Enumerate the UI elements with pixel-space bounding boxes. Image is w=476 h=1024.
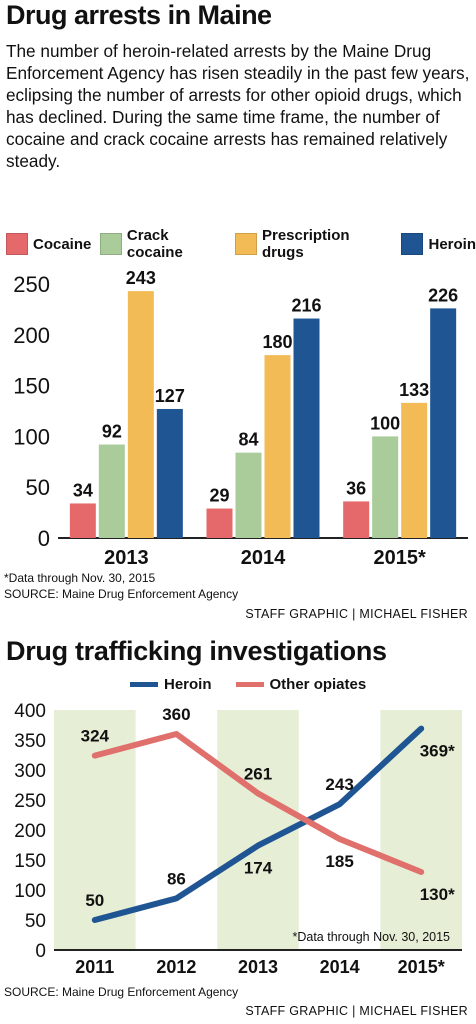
- bar-value-label: 180: [262, 332, 292, 352]
- y-tick-label: 100: [13, 424, 50, 449]
- legend-item-crack-cocaine: Crack cocaine: [100, 227, 226, 261]
- y-tick-label: 100: [14, 881, 46, 902]
- legend-swatch-prescription-drugs: [235, 233, 257, 255]
- bar-chart-title: Drug arrests in Maine: [6, 0, 272, 30]
- bar-cocaine-2013: [69, 503, 96, 538]
- data-label-other-opiates: 185: [325, 852, 353, 871]
- x-tick-label: 2011: [75, 957, 114, 977]
- bar-chart-note: *Data through Nov. 30, 2015: [4, 571, 156, 585]
- data-label-heroin: 174: [244, 859, 273, 878]
- bar-value-label: 127: [155, 386, 185, 406]
- legend-line-heroin: [130, 682, 158, 687]
- bar-cocaine-2015: [343, 501, 370, 538]
- line-chart: 0 50 100 150 200 250 300 350 400 *Data through No…: [14, 701, 462, 977]
- legend-item-prescription-drugs: Prescription drugs: [235, 227, 392, 261]
- y-tick-label: 300: [14, 761, 46, 782]
- x-tick-label: 2015*: [398, 957, 445, 977]
- legend-swatch-cocaine: [6, 233, 28, 255]
- bar-value-label: 133: [399, 380, 429, 400]
- legend-label-heroin: Heroin: [428, 235, 476, 253]
- legend-label-other-opiates: Other opiates: [269, 676, 367, 693]
- y-tick-label: 150: [13, 374, 50, 399]
- bar-value-label: 84: [238, 430, 258, 450]
- line-chart-credit: STAFF GRAPHIC | MICHAEL FISHER: [245, 1004, 468, 1018]
- bar-prescription-drugs-2015: [401, 402, 428, 538]
- bar-value-label: 243: [126, 268, 156, 288]
- bar-value-label: 34: [73, 480, 93, 500]
- data-label-other-opiates: 324: [81, 727, 110, 746]
- y-tick-label: 200: [13, 323, 50, 348]
- legend-line-other-opiates: [235, 682, 264, 687]
- line-chart-title: Drug trafficking investigations: [6, 636, 387, 666]
- bar-cocaine-2014: [206, 508, 233, 538]
- x-tick-label: 2013: [104, 547, 149, 569]
- y-tick-label: 400: [14, 701, 46, 722]
- legend-item-heroin: Heroin: [401, 233, 476, 255]
- y-tick-label: 250: [14, 791, 46, 812]
- data-label-heroin: 50: [85, 891, 104, 910]
- y-tick-label: 0: [38, 526, 50, 551]
- legend-label-heroin-line: Heroin: [164, 676, 212, 693]
- bar-value-label: 216: [291, 296, 321, 316]
- line-chart-note: *Data through Nov. 30, 2015: [292, 930, 450, 944]
- y-tick-label: 200: [14, 821, 46, 842]
- y-tick-label: 0: [35, 941, 46, 962]
- bar-value-label: 226: [428, 285, 458, 305]
- bar-value-label: 100: [370, 413, 400, 433]
- bar-chart-credit: STAFF GRAPHIC | MICHAEL FISHER: [245, 607, 468, 621]
- bar-heroin-2014: [293, 318, 320, 538]
- x-tick-label: 2012: [156, 957, 196, 977]
- y-tick-label: 350: [14, 731, 46, 752]
- bar-heroin-2015: [430, 308, 457, 538]
- y-tick-label: 50: [26, 475, 50, 500]
- bar-chart-source: SOURCE: Maine Drug Enforcement Agency: [4, 587, 239, 601]
- legend-label-cocaine: Cocaine: [33, 235, 92, 253]
- heroin-line: [91, 725, 425, 923]
- legend-swatch-heroin: [401, 233, 424, 255]
- y-tick-label: 150: [14, 851, 46, 872]
- x-tick-label: 2014: [320, 957, 360, 977]
- data-label-other-opiates: 261: [244, 764, 272, 783]
- bar-value-label: 36: [346, 478, 366, 498]
- legend-swatch-crack-cocaine: [100, 233, 122, 255]
- data-label-other-opiates: 360: [162, 705, 190, 724]
- line-chart-legend: Heroin Other opiates: [130, 676, 366, 693]
- x-tick-label: 2013: [238, 957, 278, 977]
- bar-crack-cocaine-2014: [235, 452, 262, 538]
- bar-prescription-drugs-2014: [264, 355, 291, 538]
- x-tick-label: 2015*: [374, 547, 426, 569]
- bar-crack-cocaine-2015: [372, 436, 399, 538]
- bar-heroin-2013: [156, 408, 183, 538]
- y-tick-label: 50: [25, 911, 46, 932]
- data-label-other-opiates: 130*: [420, 885, 455, 904]
- data-label-heroin: 86: [167, 869, 186, 888]
- data-label-heroin: 243: [325, 775, 353, 794]
- bar-value-label: 29: [209, 486, 229, 506]
- legend-label-crack-cocaine: Crack cocaine: [126, 227, 183, 261]
- bar-chart-intro: The number of heroin-related arrests by …: [6, 41, 470, 171]
- line-chart-source: SOURCE: Maine Drug Enforcement Agency: [4, 985, 239, 999]
- y-tick-label: 250: [13, 272, 50, 297]
- bar-chart: 0 50 100 150 200 250 34 92 243 127 2013 29 84 180 216 2…: [13, 268, 468, 569]
- x-tick-label: 2014: [241, 547, 286, 569]
- bar-chart-legend: Cocaine Crack cocaine Prescription drugs…: [6, 227, 476, 261]
- data-label-heroin: 369*: [420, 742, 455, 761]
- bar-crack-cocaine-2013: [98, 444, 125, 538]
- other-opiates-line: [91, 731, 425, 875]
- legend-item-cocaine: Cocaine: [6, 233, 91, 255]
- legend-label-prescription-drugs: Prescription drugs: [262, 227, 350, 261]
- bar-value-label: 92: [102, 422, 122, 442]
- bar-prescription-drugs-2013: [127, 291, 154, 538]
